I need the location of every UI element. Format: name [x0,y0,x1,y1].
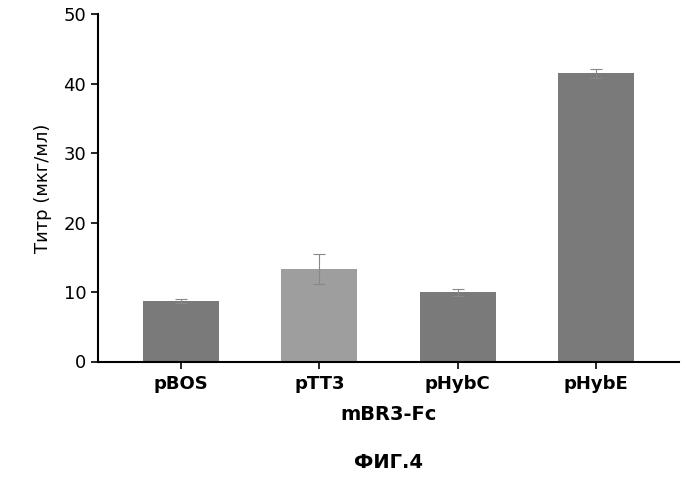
Bar [558,73,634,362]
Text: ФИГ.4: ФИГ.4 [354,454,423,472]
Y-axis label: Титр (мкг/мл): Титр (мкг/мл) [34,123,52,253]
Bar [419,292,496,362]
Bar [281,269,358,362]
Bar [143,301,219,362]
Text: mBR3-Fc: mBR3-Fc [340,405,437,424]
